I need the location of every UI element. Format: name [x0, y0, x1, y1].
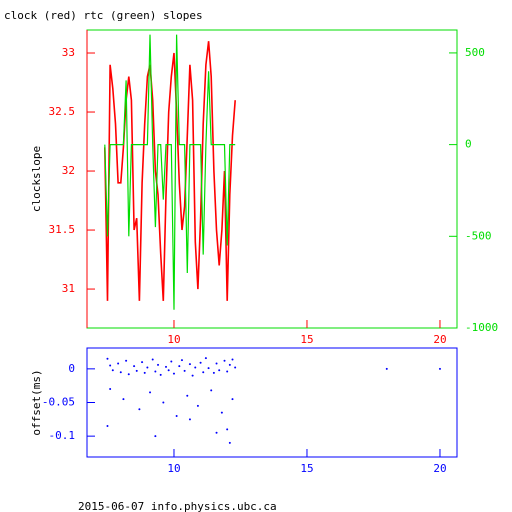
scatter-point: [178, 365, 181, 368]
scatter-point: [226, 428, 229, 431]
series-line: [104, 34, 236, 310]
scatter-point: [170, 360, 173, 363]
scatter-point: [154, 435, 157, 438]
scatter-point: [157, 363, 160, 366]
scatter-point: [117, 362, 120, 365]
x-tick-label: 10: [167, 333, 180, 346]
scatter-point: [188, 363, 191, 366]
scatter-point: [106, 357, 109, 360]
scatter-point: [226, 370, 229, 373]
scatter-point: [228, 441, 231, 444]
y-tick-label: -0.05: [42, 396, 75, 409]
scatter-point: [207, 367, 210, 370]
scatter-point: [188, 418, 191, 421]
scatter-point: [194, 366, 197, 369]
scatter-point: [151, 358, 154, 361]
scatter-point: [215, 431, 218, 434]
scatter-point: [167, 369, 170, 372]
scatter-point: [186, 394, 189, 397]
scatter-point: [175, 414, 178, 417]
scatter-point: [109, 388, 112, 391]
scatter-point: [212, 371, 215, 374]
y-tick-label: 32.5: [49, 105, 76, 118]
scatter-point: [122, 398, 125, 401]
scatter-point: [191, 374, 194, 377]
scatter-point: [111, 369, 114, 372]
scatter-point: [109, 364, 112, 367]
scatter-point: [231, 358, 234, 361]
series-line: [104, 41, 236, 301]
x-tick-label: 15: [300, 333, 313, 346]
scatter-point: [218, 369, 221, 372]
x-tick-label: 20: [433, 333, 446, 346]
x-tick-label: 20: [433, 462, 446, 475]
scatter-point: [231, 398, 234, 401]
scatter-point: [228, 363, 231, 366]
scatter-point: [210, 389, 213, 392]
scatter-point: [183, 369, 186, 372]
scatter-point: [165, 365, 168, 368]
scatter-point: [143, 371, 146, 374]
scatter-point: [234, 366, 237, 369]
chart-title: clock (red) rtc (green) slopes: [4, 9, 203, 22]
scatter-point: [438, 367, 441, 370]
scatter-point: [220, 411, 223, 414]
scatter-point: [135, 369, 138, 372]
y-axis-label: offset(ms): [30, 369, 43, 435]
scatter-point: [138, 408, 141, 411]
footer: 2015-06-07 info.physics.ubc.ca: [78, 500, 277, 512]
y-tick-label: 0: [68, 362, 75, 375]
y-tick-label: 33: [62, 46, 75, 59]
y-tick-label: -0.1: [49, 429, 76, 442]
scatter-point: [202, 371, 205, 374]
scatter-point: [133, 365, 136, 368]
scatter-point: [149, 391, 152, 394]
y-tick-label: 32: [62, 164, 75, 177]
scatter-point: [180, 359, 183, 362]
scatter-point: [159, 373, 162, 376]
y-tick-label: 31.5: [49, 223, 76, 236]
x-tick-label: 10: [167, 462, 180, 475]
scatter-point: [106, 425, 109, 428]
scatter-point: [141, 361, 144, 364]
scatter-point: [162, 401, 165, 404]
scatter-point: [125, 359, 128, 362]
scatter-point: [146, 366, 149, 369]
y-axis-label: clockslope: [30, 146, 43, 212]
scatter-point: [385, 367, 388, 370]
scatter-point: [154, 370, 157, 373]
y-tick-label: 31: [62, 282, 75, 295]
scatter-point: [223, 359, 226, 362]
plot-frame: [86, 347, 458, 458]
y2-tick-label: -500: [465, 229, 492, 242]
y2-tick-label: -1000: [465, 321, 498, 334]
scatter-point: [204, 357, 207, 360]
scatter-point: [199, 361, 202, 364]
x-tick-label: 15: [300, 462, 313, 475]
scatter-point: [196, 404, 199, 407]
scatter-point: [119, 371, 122, 374]
scatter-point: [127, 373, 130, 376]
y2-tick-label: 0: [465, 138, 472, 151]
scatter-point: [172, 372, 175, 375]
y2-tick-label: 500: [465, 46, 485, 59]
scatter-point: [215, 362, 218, 365]
